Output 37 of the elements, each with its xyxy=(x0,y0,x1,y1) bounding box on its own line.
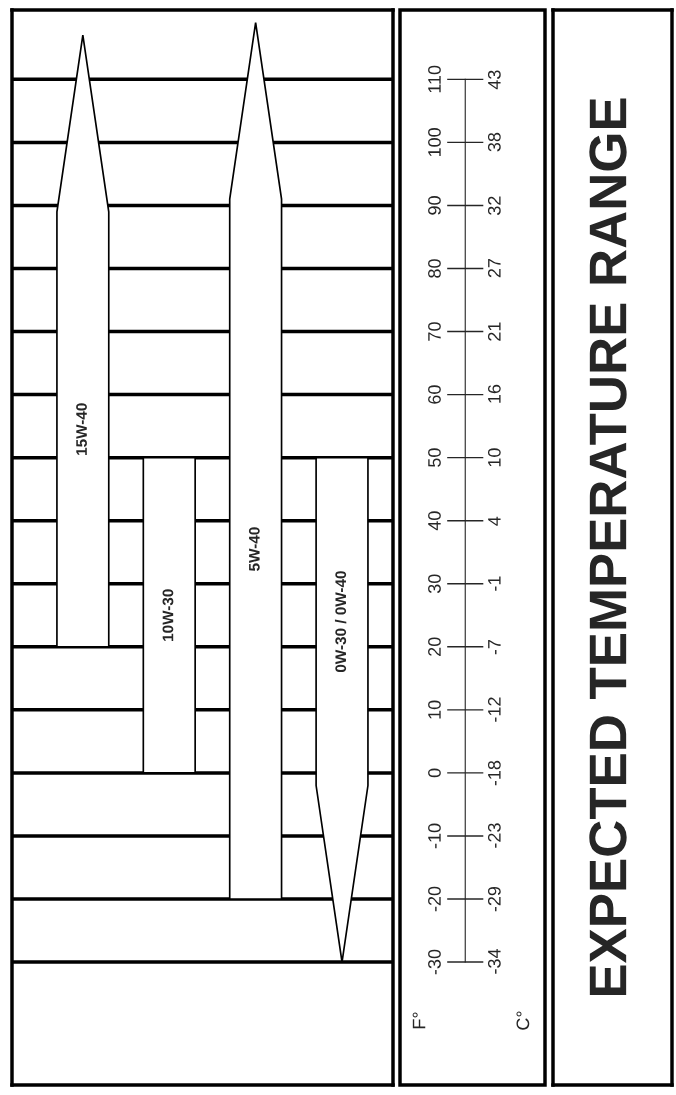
y2-tick-label: -7 xyxy=(488,640,501,655)
y2-tick-label: -18 xyxy=(487,760,501,786)
y2-tick-label: -12 xyxy=(487,697,501,722)
y2-tick-label: -23 xyxy=(487,823,501,848)
y2-tick-label: 43 xyxy=(487,70,501,90)
y-tick-label: -20 xyxy=(428,886,441,912)
y-tick-label: 70 xyxy=(428,322,441,341)
y-tick-label: 40 xyxy=(428,511,441,531)
y2-tick-label: 21 xyxy=(487,322,501,341)
x-tick-label: 5W-40 xyxy=(248,527,260,571)
text: EXPECTED TEMPERATURE RANGE xyxy=(589,98,627,996)
x-tick-label: 0W-30 / 0W-40 xyxy=(334,571,347,673)
y-tick-label: 90 xyxy=(428,196,441,215)
y2-axis-title: C° xyxy=(516,1011,530,1030)
y-tick-label: 80 xyxy=(428,259,441,278)
y2-tick-label: -1 xyxy=(488,576,501,591)
x-tick-label: 10W-30 xyxy=(162,589,174,641)
y2-tick-label: 32 xyxy=(487,196,501,216)
y-tick-label: -30 xyxy=(428,949,441,975)
y-tick-label: 10 xyxy=(428,700,441,719)
y2-tick-label: -29 xyxy=(487,886,501,912)
y-tick-label: 50 xyxy=(428,448,441,467)
y2-tick-label: 4 xyxy=(488,516,501,526)
y-tick-label: 30 xyxy=(428,574,441,594)
y-axis-title: F° xyxy=(412,1012,426,1029)
x-tick-label: 15W-40 xyxy=(76,403,87,455)
y2-tick-label: 38 xyxy=(487,132,501,152)
y-tick-label: -10 xyxy=(428,823,441,849)
y-tick-label: 100 xyxy=(428,128,441,157)
y-tick-label: 60 xyxy=(428,385,441,404)
y-tick-label: 20 xyxy=(428,637,441,656)
y2-tick-label: 10 xyxy=(487,448,501,467)
y2-tick-label: 16 xyxy=(487,384,501,403)
y-tick-label: 0 xyxy=(428,768,441,778)
y2-tick-label: -34 xyxy=(487,949,501,974)
y-tick-label: 110 xyxy=(428,65,441,93)
y2-tick-label: 27 xyxy=(487,258,501,278)
